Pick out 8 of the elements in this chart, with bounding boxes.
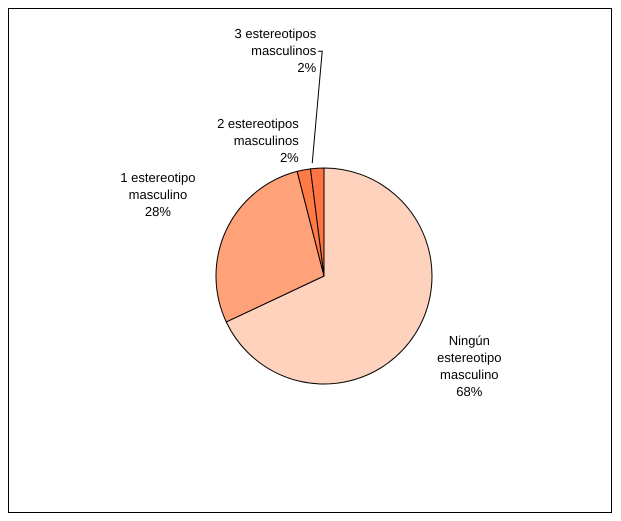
data-label: 28% — [144, 204, 172, 220]
slice-label: 1 estereotipo masculino — [120, 170, 196, 202]
data-label: 68% — [456, 384, 483, 399]
slice-label: 3 estereotipos masculinos — [234, 26, 317, 58]
data-label: 2% — [280, 150, 300, 165]
slice-label: Ningún estereotipo masculino — [437, 332, 502, 382]
data-label: 2% — [297, 60, 317, 76]
slice-label: 2 estereotipos masculinos — [217, 116, 300, 148]
